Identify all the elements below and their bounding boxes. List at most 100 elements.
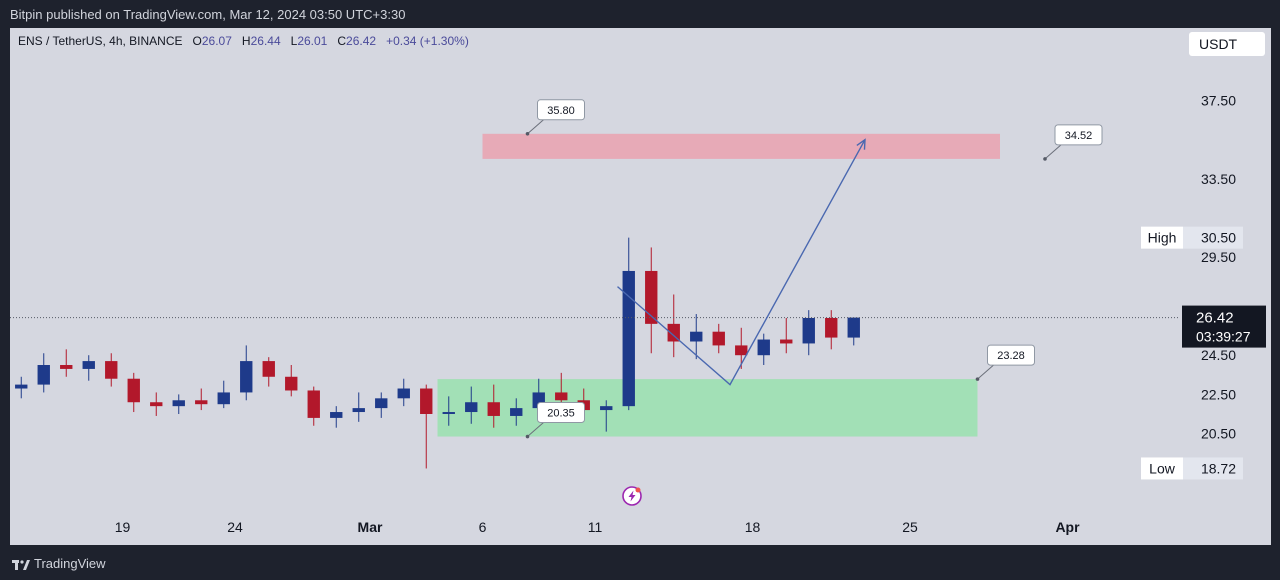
y-tick-label: 22.50 [1201,386,1236,402]
x-tick-label: 6 [479,519,487,535]
candle [375,392,388,418]
projection-path [617,139,866,386]
callouts-layer: 35.80 34.52 23.28 20.35 [525,99,1103,439]
candle [645,247,658,354]
candle-body [262,361,275,377]
high-marker-label-box [1141,226,1183,249]
x-tick-label: 24 [227,519,243,535]
x-tick-label: Apr [1055,519,1080,535]
high-marker-value: 30.50 [1201,230,1236,246]
callout-box [987,344,1035,366]
candle [735,327,748,369]
x-axis: 19 24 Mar 6 11 18 25 Apr [115,519,1080,535]
candle [802,310,815,356]
publish-info: Bitpin published on TradingView.com, Mar… [10,7,406,22]
demand-zone [437,379,978,437]
symbol-name[interactable]: ENS / TetherUS, 4h, BINANCE [18,34,183,48]
candle-body [375,398,388,409]
high-value: 26.44 [250,34,281,48]
candle [465,386,478,424]
candles-layer [15,237,860,469]
candle-body [487,402,500,416]
candle-body [127,378,140,403]
candle-body [172,400,185,407]
low-marker-value-box [1183,457,1243,480]
low-value: 26.01 [297,34,328,48]
callout-leader [977,364,994,380]
open-value: 26.07 [201,34,232,48]
candle-body [667,323,680,342]
x-tick-label: Mar [358,519,383,535]
last-price-value: 26.42 [1196,310,1234,327]
candle [825,310,838,350]
candle [712,323,725,354]
low-marker-label: Low [1149,460,1176,476]
candle [622,237,635,411]
candle [37,353,50,393]
high-label: H [241,34,251,48]
candle-body [195,400,208,405]
callout-label: 20.35 [547,408,575,420]
candle [847,317,860,346]
candle [105,353,118,387]
candle-body [847,317,860,338]
y-tick-label: 33.50 [1201,171,1236,187]
last-price-badge: 26.42 03:39:27 [1182,305,1266,348]
low-marker: Low 18.72 [1141,457,1243,480]
high-marker-label: High [1148,230,1177,246]
projection-arrowhead [856,138,866,150]
candle-body [465,402,478,413]
callout-box [1054,124,1103,146]
candle [285,365,298,397]
y-tick-label: 29.50 [1201,249,1236,265]
callout-box [537,402,585,424]
callout-label: 34.52 [1065,130,1093,142]
candle-body [420,388,433,414]
tradingview-brand[interactable]: TradingView [12,556,106,571]
candle [780,317,793,354]
candle [15,376,28,399]
candle-body [442,412,455,414]
candle-body [105,361,118,379]
zones-layer [437,133,1000,437]
callout-anchor [525,132,530,136]
candle-body [60,365,73,369]
brand-name: TradingView [34,556,106,571]
y-tick-label: 20.50 [1201,426,1236,442]
candle [150,392,163,416]
candle [487,384,500,428]
markers-layer: 26.42 03:39:27 High 30.50 Low 18.72 [1141,226,1266,480]
y-tick-label: 37.50 [1201,92,1236,108]
flash-icon[interactable] [622,486,642,506]
candle [172,394,185,414]
chart-frame [10,28,1271,545]
candle-body [757,339,770,356]
last-price-countdown: 03:39:27 [1196,329,1251,345]
y-axis: 37.50 33.50 29.50 24.50 22.50 20.50 [1201,92,1236,441]
candle-body [397,388,410,399]
candle-body [622,270,635,407]
candle-body [645,270,658,324]
high-marker-value-box [1183,226,1243,249]
low-marker-value: 18.72 [1201,460,1236,476]
candle [60,349,73,377]
currency-unit-button[interactable]: USDT [1189,32,1265,56]
x-tick-label: 18 [745,519,761,535]
close-value: 26.42 [346,34,377,48]
candle-body [150,402,163,407]
publish-header: Bitpin published on TradingView.com, Mar… [0,0,1280,28]
candle-body [285,376,298,391]
low-label: L [290,34,298,48]
supply-zone [482,133,1000,159]
tradingview-logo-icon [12,559,30,570]
callout-label: 23.28 [997,350,1025,362]
candle-body [825,317,838,338]
projection-layer [617,138,866,386]
callout-anchor [975,377,980,381]
callout-leader [527,422,544,437]
price-callout: 34.52 [1043,124,1103,161]
candle [757,333,770,366]
candle-body [82,361,95,369]
callout-label: 35.80 [547,105,575,117]
